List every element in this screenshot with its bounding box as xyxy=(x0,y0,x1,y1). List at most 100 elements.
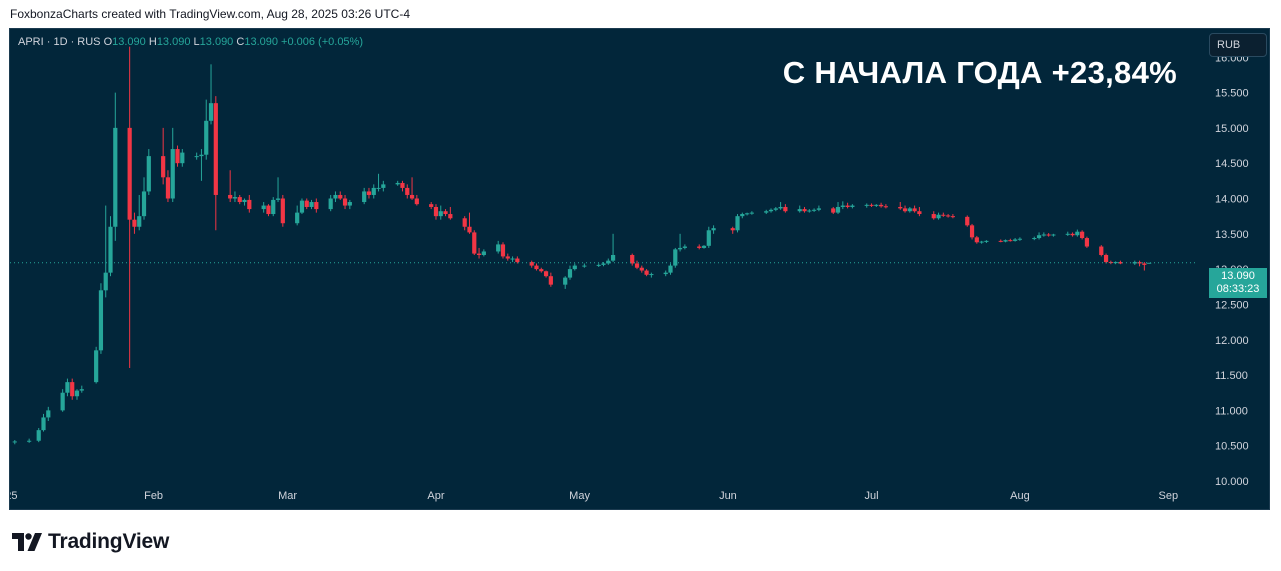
tradingview-logo[interactable]: TradingView xyxy=(12,530,169,554)
candle-body xyxy=(711,228,716,231)
x-tick-label: Jul xyxy=(865,490,879,502)
candle xyxy=(965,215,970,227)
candle-body xyxy=(749,212,754,214)
candle-body xyxy=(127,127,132,220)
candle xyxy=(606,258,611,265)
candle xyxy=(950,214,955,219)
candle xyxy=(941,212,946,217)
y-tick-label: 15.000 xyxy=(1215,123,1249,135)
candle-body xyxy=(1113,262,1118,264)
candle-body xyxy=(936,214,941,219)
candle-body xyxy=(161,156,166,178)
candle xyxy=(917,206,922,217)
candle xyxy=(1118,260,1123,265)
candle-body xyxy=(333,194,338,199)
candle xyxy=(500,242,506,259)
candle-body xyxy=(596,264,601,266)
candle-body xyxy=(496,244,501,252)
candle-body xyxy=(371,187,376,195)
candle xyxy=(261,202,266,213)
candle-body xyxy=(175,149,180,164)
candle-body xyxy=(740,214,745,217)
candle-body xyxy=(1013,239,1018,241)
candle-body xyxy=(362,191,367,203)
candle xyxy=(228,170,233,203)
candle-body xyxy=(902,208,908,212)
ytd-headline: С НАЧАЛА ГОДА +23,84% xyxy=(782,55,1177,90)
candle xyxy=(438,205,443,220)
candle xyxy=(764,209,769,215)
candle xyxy=(1099,245,1104,257)
candle-body xyxy=(433,206,439,217)
candle-body xyxy=(46,410,51,418)
candle xyxy=(371,184,376,199)
candle xyxy=(1051,233,1056,237)
candle xyxy=(433,204,439,220)
candle xyxy=(443,209,448,217)
candle-body xyxy=(429,204,434,207)
candle-body xyxy=(65,382,70,393)
candle-body xyxy=(414,198,419,205)
candle-body xyxy=(649,274,654,276)
x-tick-label: Sep xyxy=(1158,490,1178,502)
candle-body xyxy=(874,204,879,206)
candle-body xyxy=(610,255,616,261)
candle-body xyxy=(816,208,821,210)
candle-body xyxy=(199,154,204,157)
candle-body xyxy=(811,209,817,211)
candle xyxy=(132,212,137,234)
candle xyxy=(668,263,673,275)
candle-body xyxy=(630,255,635,264)
candle xyxy=(730,226,735,234)
candle xyxy=(199,149,204,181)
candle-body xyxy=(213,103,218,195)
candle-body xyxy=(701,245,707,248)
candle-body xyxy=(113,127,118,227)
symbol-label[interactable]: APRI · 1D · RUS xyxy=(18,36,101,48)
candle xyxy=(170,127,175,203)
candle xyxy=(36,428,41,443)
candle xyxy=(381,180,386,192)
candle xyxy=(232,191,238,203)
candlestick-chart[interactable]: 16.00015.50015.00014.50014.00013.50013.0… xyxy=(10,29,1269,509)
candle xyxy=(663,270,668,277)
change-value: +0.006 (+0.05%) xyxy=(281,36,363,48)
candle-body xyxy=(376,187,381,189)
candle-body xyxy=(730,228,735,231)
chart-credit: FoxbonzaCharts created with TradingView.… xyxy=(10,7,411,21)
candle xyxy=(883,204,888,209)
candle-body xyxy=(802,209,807,212)
candle-body xyxy=(27,440,32,442)
currency-button[interactable]: RUB xyxy=(1209,33,1267,57)
candle xyxy=(141,177,147,220)
candle-body xyxy=(548,276,553,285)
candle xyxy=(467,212,472,234)
candle-body xyxy=(366,191,372,195)
candle xyxy=(74,389,80,400)
candle-body xyxy=(984,240,989,242)
chart-panel[interactable]: 16.00015.50015.00014.50014.00013.50013.0… xyxy=(9,28,1270,510)
candle-body xyxy=(472,232,477,254)
candle xyxy=(572,263,577,271)
candle xyxy=(476,247,482,259)
candle-body xyxy=(60,392,65,411)
candle xyxy=(46,406,51,421)
candle xyxy=(328,194,333,212)
candle-body xyxy=(1084,238,1090,247)
candle xyxy=(610,233,616,263)
candle-body xyxy=(965,216,970,226)
candle xyxy=(879,202,884,208)
candle xyxy=(194,152,199,160)
candle-body xyxy=(543,271,549,277)
candle-body xyxy=(831,208,836,213)
candle xyxy=(127,46,132,368)
candle-body xyxy=(1017,238,1023,240)
candle-body xyxy=(946,215,951,217)
candle xyxy=(802,206,807,213)
candle xyxy=(505,253,510,261)
candle xyxy=(1032,236,1037,241)
candle xyxy=(797,205,802,213)
candles-layer xyxy=(12,46,1152,445)
candle-body xyxy=(572,265,577,270)
candle xyxy=(342,194,348,210)
